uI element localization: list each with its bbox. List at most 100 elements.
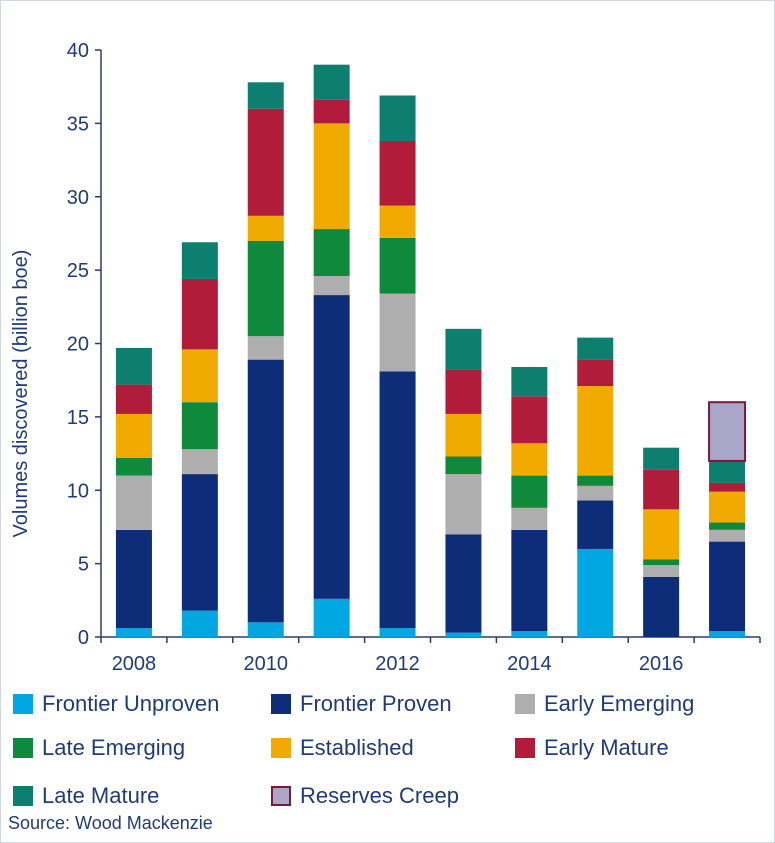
bar-segment-early-mature-2011 xyxy=(313,99,350,124)
legend-swatch-reserves-creep xyxy=(271,786,291,806)
y-tick-label: 5 xyxy=(78,554,89,576)
legend-swatch-early-mature xyxy=(515,738,535,758)
bar-segment-established-2009 xyxy=(181,349,218,403)
legend-swatch-frontier-proven xyxy=(271,694,291,714)
bar-segment-established-2013 xyxy=(445,413,482,457)
bar-segment-frontier-unproven-2010 xyxy=(247,622,284,637)
legend-swatch-late-emerging xyxy=(13,738,33,758)
bar-segment-frontier-unproven-2011 xyxy=(313,598,350,637)
bar-segment-late-mature-2016 xyxy=(643,447,680,470)
bar-segment-reserves-creep-2017 xyxy=(708,401,747,462)
bar-segment-early-mature-2009 xyxy=(181,278,218,350)
bar-segment-established-2010 xyxy=(247,215,284,241)
bar-segment-frontier-unproven-2014 xyxy=(511,631,548,637)
bar-segment-frontier-proven-2017 xyxy=(709,541,746,632)
bar-segment-early-emerging-2013 xyxy=(445,474,482,535)
legend-item-late-emerging: Late Emerging xyxy=(13,735,185,761)
legend-label-established: Established xyxy=(300,735,414,760)
bar-segment-early-emerging-2017 xyxy=(709,529,746,542)
legend-swatch-late-mature xyxy=(13,786,33,806)
bar-segment-frontier-proven-2014 xyxy=(511,529,548,632)
bar-segment-early-emerging-2015 xyxy=(577,485,614,501)
bar-segment-late-mature-2013 xyxy=(445,328,482,370)
legend-label-early-emerging: Early Emerging xyxy=(544,691,695,716)
bar-segment-late-emerging-2017 xyxy=(709,522,746,530)
legend-item-reserves-creep: Reserves Creep xyxy=(271,783,459,809)
legend-label-frontier-proven: Frontier Proven xyxy=(300,691,452,716)
legend-label-late-mature: Late Mature xyxy=(42,783,160,808)
y-tick-label: 20 xyxy=(67,334,89,356)
bar-segment-established-2008 xyxy=(115,413,152,458)
bar-segment-frontier-proven-2013 xyxy=(445,534,482,633)
bar-segment-late-emerging-2012 xyxy=(379,237,416,294)
bar-segment-late-mature-2009 xyxy=(181,242,218,279)
legend-label-frontier-unproven: Frontier Unproven xyxy=(42,691,220,716)
bar-segment-late-emerging-2016 xyxy=(643,559,680,566)
bar-segment-frontier-proven-2010 xyxy=(247,359,284,623)
y-tick-label: 25 xyxy=(67,260,89,282)
bar-segment-early-mature-2015 xyxy=(577,359,614,387)
bar-segment-frontier-proven-2008 xyxy=(115,529,152,629)
y-tick-label: 0 xyxy=(78,627,89,649)
legend-label-early-mature: Early Mature xyxy=(544,735,669,760)
bar-segment-late-emerging-2013 xyxy=(445,456,482,475)
bar-segment-frontier-proven-2015 xyxy=(577,500,614,549)
x-tick-label: 2012 xyxy=(375,653,420,675)
bar-segment-established-2014 xyxy=(511,443,548,476)
bar-segment-late-mature-2010 xyxy=(247,82,284,109)
bar-segment-frontier-unproven-2013 xyxy=(445,632,482,637)
y-tick-label: 30 xyxy=(67,187,89,209)
bar-segment-early-emerging-2011 xyxy=(313,275,350,296)
bar-segment-late-emerging-2011 xyxy=(313,229,350,276)
legend-item-frontier-proven: Frontier Proven xyxy=(271,691,452,717)
bar-segment-frontier-unproven-2008 xyxy=(115,628,152,637)
bar-segment-established-2011 xyxy=(313,123,350,230)
legend-item-frontier-unproven: Frontier Unproven xyxy=(13,691,219,717)
bar-segment-early-mature-2010 xyxy=(247,108,284,216)
bar-segment-frontier-unproven-2009 xyxy=(181,610,218,637)
legend-swatch-early-emerging xyxy=(515,694,535,714)
bar-segment-early-mature-2008 xyxy=(115,384,152,414)
bar-segment-early-emerging-2010 xyxy=(247,336,284,360)
bar-segment-frontier-proven-2012 xyxy=(379,371,416,629)
x-tick-label: 2008 xyxy=(112,653,157,675)
legend-item-early-emerging: Early Emerging xyxy=(515,691,694,717)
bar-segment-early-emerging-2014 xyxy=(511,507,548,530)
bar-segment-early-mature-2012 xyxy=(379,140,416,206)
bar-segment-early-mature-2014 xyxy=(511,396,548,444)
bar-segment-early-emerging-2012 xyxy=(379,293,416,372)
bar-segment-established-2016 xyxy=(643,509,680,560)
bar-segment-late-mature-2017 xyxy=(709,460,746,483)
x-tick-label: 2016 xyxy=(639,653,684,675)
bar-segment-early-mature-2017 xyxy=(709,482,746,492)
x-tick-label: 2010 xyxy=(244,653,289,675)
bar-segment-established-2012 xyxy=(379,205,416,238)
bar-segment-frontier-unproven-2015 xyxy=(577,548,614,637)
legend-swatch-frontier-unproven xyxy=(13,694,33,714)
legend-swatch-established xyxy=(271,738,291,758)
bar-segment-frontier-unproven-2012 xyxy=(379,628,416,637)
bar-segment-late-mature-2015 xyxy=(577,337,614,360)
bar-segment-early-emerging-2016 xyxy=(643,565,680,577)
bar-segment-late-emerging-2010 xyxy=(247,240,284,337)
legend-label-reserves-creep: Reserves Creep xyxy=(300,783,459,808)
legend-item-established: Established xyxy=(271,735,414,761)
bar-segment-late-mature-2008 xyxy=(115,347,152,385)
bar-segment-late-emerging-2014 xyxy=(511,475,548,508)
bar-segment-frontier-proven-2011 xyxy=(313,295,350,599)
bar-segment-late-emerging-2008 xyxy=(115,457,152,476)
legend-item-late-mature: Late Mature xyxy=(13,783,159,809)
bar-segment-established-2017 xyxy=(709,491,746,523)
bar-segment-early-emerging-2008 xyxy=(115,475,152,530)
bar-segment-late-emerging-2015 xyxy=(577,475,614,486)
bar-segment-early-emerging-2009 xyxy=(181,449,218,475)
y-tick-label: 35 xyxy=(67,113,89,135)
y-tick-label: 40 xyxy=(67,40,89,62)
legend-item-early-mature: Early Mature xyxy=(515,735,669,761)
bar-segment-late-mature-2014 xyxy=(511,366,548,397)
source-note: Source: Wood Mackenzie xyxy=(8,813,213,833)
bar-segment-late-emerging-2009 xyxy=(181,402,218,450)
x-tick-label: 2014 xyxy=(507,653,552,675)
y-tick-label: 10 xyxy=(67,480,89,502)
